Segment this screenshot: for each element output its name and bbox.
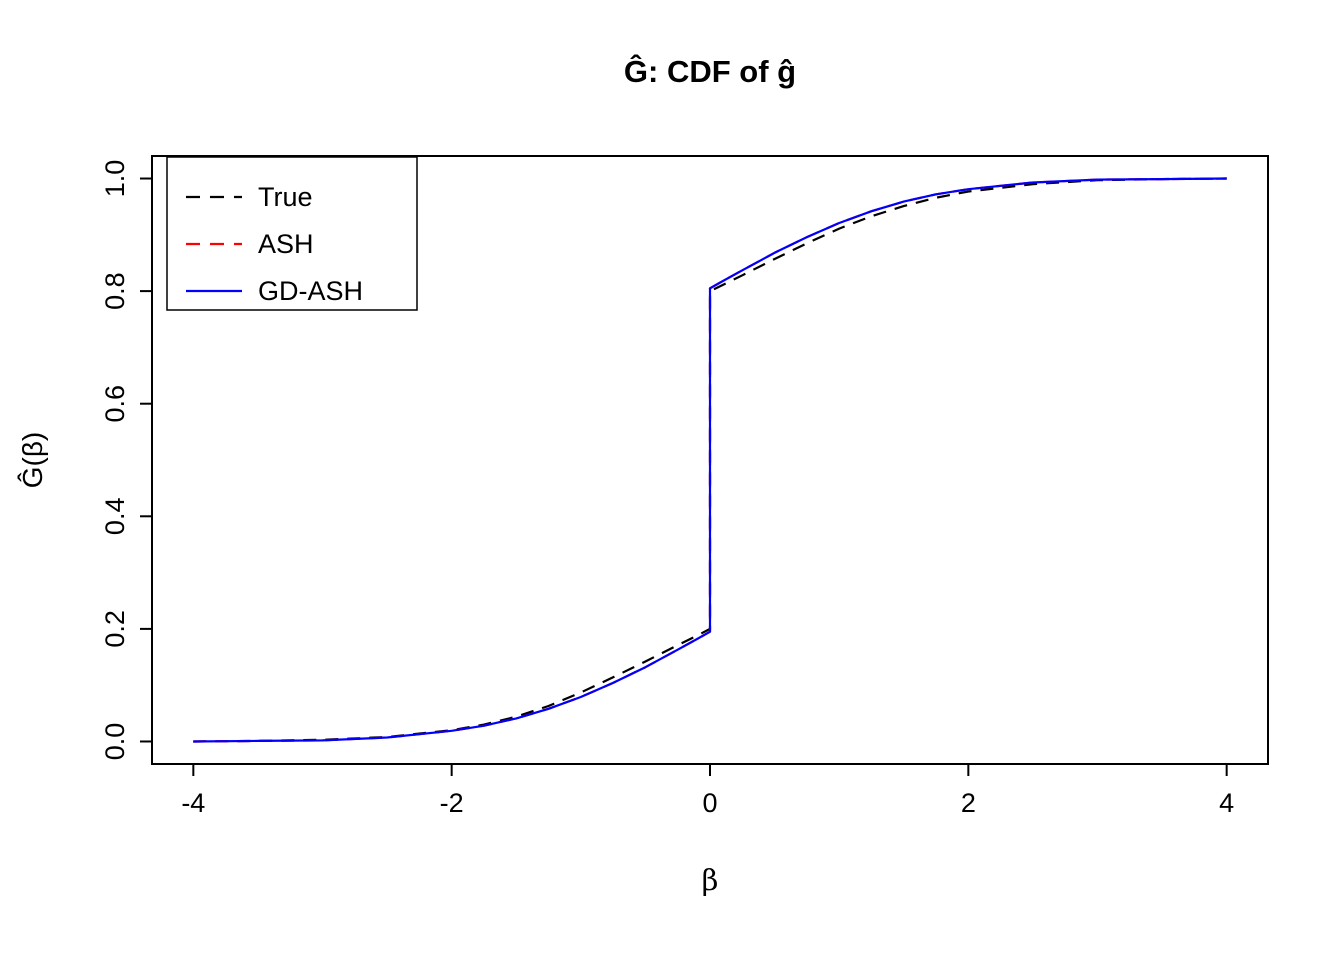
axes: -4 -2 0 2 4 0.0 0.2 0.4 0.6 0.8 1.0 xyxy=(100,155,1269,818)
y-tick-label: 0.4 xyxy=(100,498,130,536)
legend-box xyxy=(166,156,418,311)
y-axis-label: Ĝ(β) xyxy=(17,432,48,489)
legend: True ASH GD-ASH xyxy=(166,156,418,311)
y-tick-label: 0.8 xyxy=(100,272,130,310)
chart-title: Ĝ: CDF of ĝ xyxy=(624,53,796,89)
legend-label-gdash: GD-ASH xyxy=(258,276,363,306)
x-tick-label: -4 xyxy=(181,788,205,818)
y-tick-label: 0.2 xyxy=(100,610,130,648)
x-tick-label: 0 xyxy=(702,788,717,818)
x-tick-label: 2 xyxy=(961,788,976,818)
legend-label-true: True xyxy=(258,182,313,212)
legend-label-ash: ASH xyxy=(258,229,314,259)
y-tick-label: 0.0 xyxy=(100,723,130,761)
x-tick-label: -2 xyxy=(440,788,464,818)
y-tick-label: 0.6 xyxy=(100,385,130,423)
series-line-gd-ash xyxy=(193,177,1227,743)
x-tick-label: 4 xyxy=(1219,788,1234,818)
x-axis-label: β xyxy=(702,863,719,897)
series-lines xyxy=(193,177,1227,743)
y-tick-label: 1.0 xyxy=(100,160,130,198)
